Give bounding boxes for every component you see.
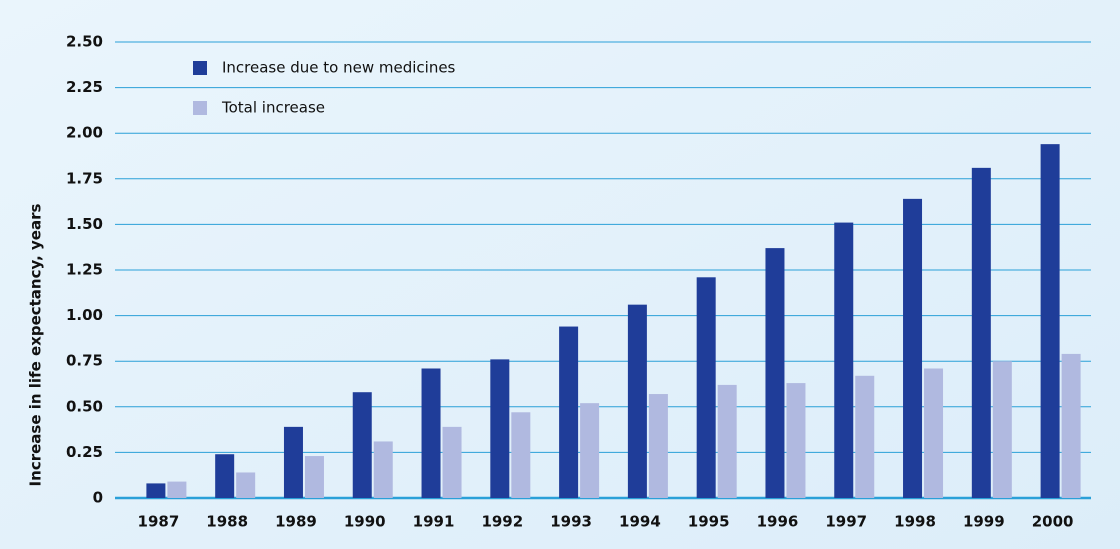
y-tick-label: 1.00 bbox=[66, 306, 103, 324]
y-tick-label: 2.00 bbox=[66, 124, 103, 142]
x-tick-label: 1995 bbox=[688, 513, 730, 531]
y-tick-label: 0.75 bbox=[66, 352, 103, 370]
x-tick-label: 1992 bbox=[481, 513, 523, 531]
legend-label: Total increase bbox=[221, 99, 325, 117]
legend-swatch bbox=[193, 61, 207, 75]
bar bbox=[283, 426, 303, 498]
x-tick-label: 1996 bbox=[757, 513, 799, 531]
bar bbox=[627, 304, 647, 498]
y-tick-label: 1.75 bbox=[66, 169, 103, 187]
bar bbox=[924, 368, 944, 498]
bar bbox=[490, 359, 510, 498]
bar bbox=[1061, 353, 1081, 498]
x-tick-label: 1993 bbox=[550, 513, 592, 531]
bar bbox=[903, 198, 923, 498]
bar bbox=[717, 384, 737, 498]
bar bbox=[855, 375, 875, 498]
y-tick-label: 0.50 bbox=[66, 397, 103, 415]
bar bbox=[236, 472, 256, 498]
x-tick-label: 1988 bbox=[206, 513, 248, 531]
bar bbox=[146, 483, 166, 498]
x-tick-label: 1998 bbox=[894, 513, 936, 531]
x-tick-label: 1991 bbox=[413, 513, 455, 531]
x-tick-label: 1994 bbox=[619, 513, 661, 531]
bar bbox=[765, 248, 785, 498]
legend-label: Increase due to new medicines bbox=[222, 59, 456, 77]
x-tick-label: 1987 bbox=[138, 513, 180, 531]
bar bbox=[215, 454, 235, 498]
bar bbox=[304, 456, 324, 498]
bar bbox=[442, 426, 462, 498]
bar bbox=[786, 383, 806, 498]
bar bbox=[1040, 144, 1060, 499]
y-tick-label: 2.50 bbox=[66, 33, 103, 51]
y-tick-label: 0.25 bbox=[66, 443, 103, 461]
y-axis-label: Increase in life expectancy, years bbox=[27, 204, 45, 487]
legend-swatch bbox=[193, 101, 207, 115]
y-tick-label: 0 bbox=[93, 489, 103, 507]
bar bbox=[167, 481, 187, 498]
x-tick-label: 2000 bbox=[1032, 513, 1074, 531]
x-tick-label: 1990 bbox=[344, 513, 386, 531]
bar bbox=[696, 277, 716, 498]
bar bbox=[580, 403, 600, 498]
y-tick-label: 1.25 bbox=[66, 261, 103, 279]
y-tick-label: 1.50 bbox=[66, 215, 103, 233]
bar bbox=[559, 326, 579, 498]
x-tick-label: 1997 bbox=[825, 513, 867, 531]
bar bbox=[352, 392, 372, 498]
x-tick-label: 1999 bbox=[963, 513, 1005, 531]
bar bbox=[373, 441, 393, 498]
bar bbox=[648, 394, 668, 498]
bar bbox=[834, 222, 854, 499]
x-tick-label: 1989 bbox=[275, 513, 317, 531]
bar bbox=[971, 167, 991, 498]
bar bbox=[511, 412, 531, 498]
y-tick-label: 2.25 bbox=[66, 78, 103, 96]
bar bbox=[992, 361, 1012, 498]
bar bbox=[421, 368, 441, 498]
